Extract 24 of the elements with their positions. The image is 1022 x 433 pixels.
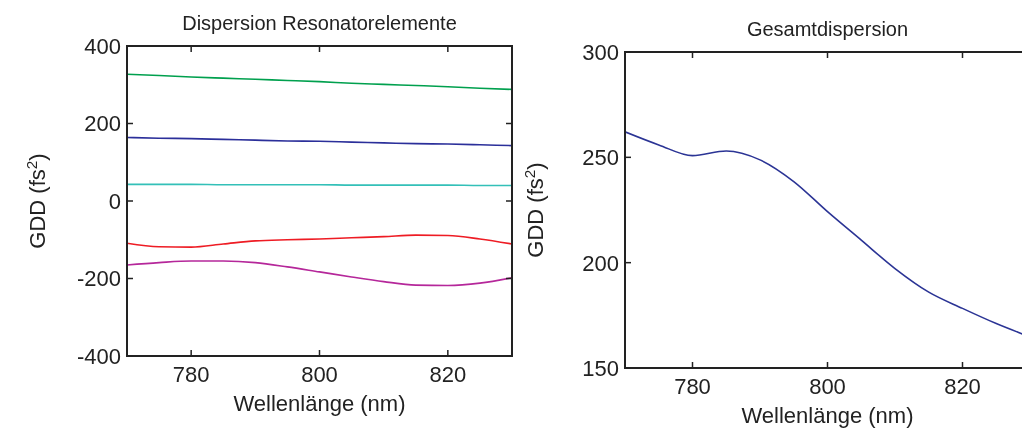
y-tick-label: 200 [582,250,619,276]
x-tick-label: 800 [301,362,338,387]
y-tick-label: 300 [582,39,619,65]
y-tick-label: 0 [108,188,121,214]
x-tick-label: 820 [944,374,981,399]
y-tick-label: -200 [76,266,121,292]
x-tick-label: 800 [809,374,846,399]
x-tick-label: 820 [429,362,467,387]
y-tick-label: 150 [582,355,619,381]
y-tick-label: 400 [84,33,121,59]
x-axis-title: Wellenlänge (nm) [741,403,914,428]
line-series [127,234,512,248]
x-tick-label: 780 [172,362,210,387]
line-series [127,136,512,147]
y-tick-label: 250 [582,145,619,171]
y-tick-label: -400 [76,343,121,369]
chart-title: Dispersion Resonatorelemente [182,12,457,34]
line-series [127,260,512,287]
y-tick-label: 200 [84,111,121,137]
line-series [625,131,1022,336]
chart-title: Gesamtdispersion [746,18,909,40]
x-axis-title: Wellenlänge (nm) [233,391,406,416]
x-tick-label: 780 [674,374,711,399]
line-series [127,73,512,91]
